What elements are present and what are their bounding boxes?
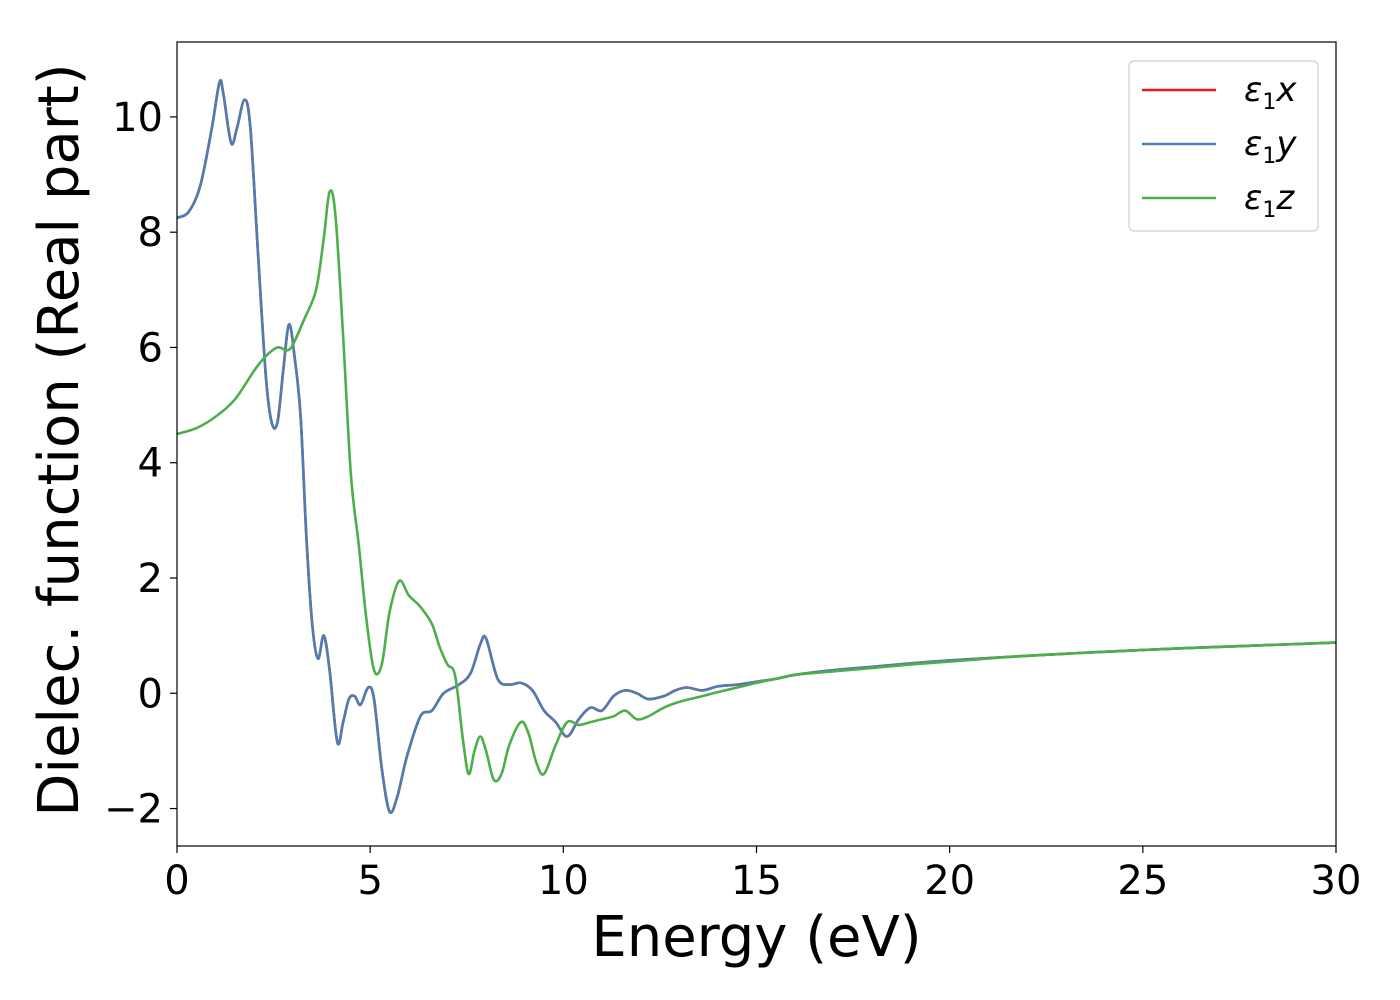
y-tick-label: 8: [138, 210, 163, 256]
y-tick-label: 4: [138, 441, 163, 487]
x-tick-label: 20: [924, 858, 975, 904]
y-tick-label: 10: [112, 95, 163, 141]
legend: ε1x ε1y ε1z: [1128, 60, 1319, 232]
y-tick-label: 0: [138, 671, 163, 717]
series-line-y: [176, 78, 1337, 814]
x-tick-label: 15: [731, 858, 782, 904]
y-tick-label: −2: [104, 787, 163, 833]
y-axis-ticks: −2 0 2 4 6 8 10: [104, 95, 177, 833]
y-axis-label: Dielec. function (Real part): [27, 63, 92, 816]
legend-box: [1128, 60, 1319, 232]
y-tick-label: 6: [138, 325, 163, 371]
x-tick-label: 0: [164, 858, 189, 904]
legend-label-x: ε1x: [1244, 70, 1297, 115]
series-layer: [176, 78, 1337, 814]
x-axis-ticks: 0 5 10 15 20 25 30: [164, 846, 1361, 904]
y-tick-label: 2: [138, 556, 163, 602]
x-tick-label: 25: [1117, 858, 1168, 904]
x-tick-label: 5: [357, 858, 382, 904]
series-line-z: [176, 189, 1337, 783]
legend-label-y: ε1y: [1244, 124, 1297, 169]
x-axis-label: Energy (eV): [591, 905, 921, 970]
legend-label-z: ε1z: [1244, 178, 1295, 223]
x-tick-label: 10: [538, 858, 589, 904]
x-tick-label: 30: [1311, 858, 1362, 904]
